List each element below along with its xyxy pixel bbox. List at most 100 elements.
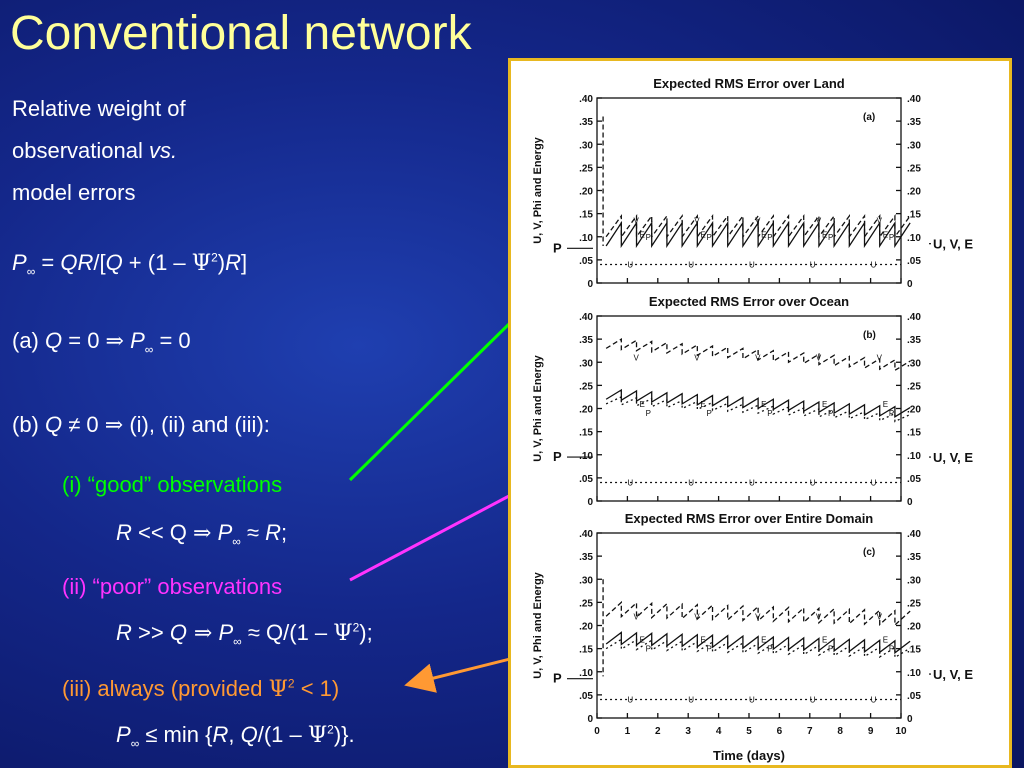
panel-title-1: Expected RMS Error over Ocean: [649, 294, 849, 309]
series-label-1-U-5: U: [749, 479, 755, 488]
series-label-0-V-9: V: [877, 217, 883, 226]
series-label-0-E-5: E: [761, 230, 766, 239]
xtick-9: 9: [868, 726, 874, 737]
ytick-left-1-4: .20: [579, 405, 593, 416]
series-label-1-U-7: U: [810, 479, 816, 488]
ytick-right-2-4: .20: [907, 622, 921, 633]
series-label-0-U-5: U: [749, 261, 755, 270]
series-label-0-E-3: E: [700, 230, 705, 239]
right-label-1: U, V, E: [933, 450, 973, 465]
intro-line-1: Relative weight of: [12, 96, 186, 121]
series-label-0-E-9: E: [883, 230, 888, 239]
ytick-left-1-8: 0: [587, 497, 593, 508]
ytick-right-0-7: .05: [907, 256, 921, 267]
series-label-2-U-9: U: [871, 696, 877, 705]
ytick-left-2-5: .15: [579, 645, 593, 656]
series-label-2-P-3: P: [706, 645, 711, 654]
series-label-0-E-7: E: [822, 230, 827, 239]
ytick-left-2-7: .05: [579, 691, 593, 702]
series-label-2-V-1: V: [633, 612, 639, 621]
series-label-0-U-9: U: [871, 261, 877, 270]
xtick-3: 3: [685, 726, 691, 737]
xtick-2: 2: [655, 726, 661, 737]
case-b: (b) Q ≠ 0 ⇒ (i), (ii) and (iii):: [12, 412, 270, 438]
xtick-6: 6: [777, 726, 783, 737]
ytick-right-2-5: .15: [907, 645, 921, 656]
ytick-left-2-2: .30: [579, 575, 593, 586]
ytick-left-2-8: 0: [587, 714, 593, 725]
series-label-2-U-7: U: [810, 696, 816, 705]
series-label-2-E-1: E: [640, 635, 645, 644]
ytick-right-1-3: .25: [907, 381, 921, 392]
case-i-formula: R << Q ⇒ P∞ ≈ R;: [116, 520, 288, 549]
ytick-left-2-6: .10: [579, 668, 593, 679]
series-label-0-P-1: P: [646, 233, 651, 242]
ytick-left-1-3: .25: [579, 381, 593, 392]
series-e-1: [605, 388, 911, 418]
ytick-right-1-4: .20: [907, 405, 921, 416]
ylabel-1: U, V, Phi and Energy: [532, 354, 544, 461]
panel-title-0: Expected RMS Error over Land: [653, 76, 844, 91]
ytick-right-0-5: .15: [907, 210, 921, 221]
case-i-label: (i) “good” observations: [62, 472, 283, 497]
xtick-8: 8: [837, 726, 843, 737]
ytick-right-0-4: .20: [907, 187, 921, 198]
series-label-2-E-5: E: [761, 635, 766, 644]
xtick-4: 4: [716, 726, 722, 737]
case-iii-label: (iii) always (provided Ψ2 < 1): [62, 676, 340, 702]
series-label-0-V-3: V: [694, 217, 700, 226]
case-ii-label: (ii) “poor” observations: [62, 574, 283, 599]
ytick-left-1-6: .10: [579, 451, 593, 462]
series-label-1-P-5: P: [767, 409, 772, 418]
series-p-1: [605, 395, 911, 423]
series-label-2-V-5: V: [755, 612, 761, 621]
series-label-1-U-9: U: [871, 479, 877, 488]
ytick-right-1-8: 0: [907, 497, 913, 508]
xtick-1: 1: [625, 726, 631, 737]
xlabel: Time (days): [713, 748, 785, 763]
series-label-0-V-1: V: [633, 217, 639, 226]
series-label-2-P-5: P: [767, 645, 772, 654]
ytick-right-2-7: .05: [907, 691, 921, 702]
series-label-0-V-5: V: [755, 217, 761, 226]
ytick-left-0-7: .05: [579, 256, 593, 267]
series-label-1-P-7: P: [828, 409, 833, 418]
series-label-1-U-1: U: [627, 479, 633, 488]
ytick-left-0-2: .30: [579, 140, 593, 151]
series-v-1: [605, 337, 911, 372]
ytick-left-0-3: .25: [579, 163, 593, 174]
ytick-right-1-2: .30: [907, 358, 921, 369]
intro-line-2: observational vs.: [12, 138, 178, 163]
series-label-1-V-5: V: [755, 354, 761, 363]
ytick-left-0-4: .20: [579, 187, 593, 198]
left-marker-0: P: [553, 240, 562, 255]
ytick-right-0-8: 0: [907, 279, 913, 290]
ytick-right-1-6: .10: [907, 451, 921, 462]
ytick-right-2-2: .30: [907, 575, 921, 586]
series-label-0-P-3: P: [706, 233, 711, 242]
ylabel-0: U, V, Phi and Energy: [532, 136, 544, 243]
series-label-2-E-7: E: [822, 635, 827, 644]
ytick-right-2-3: .25: [907, 598, 921, 609]
series-label-0-P-7: P: [828, 233, 833, 242]
left-marker-1: P: [553, 449, 562, 464]
series-e-0: [605, 220, 911, 249]
series-label-2-P-1: P: [646, 645, 651, 654]
ytick-right-1-0: .40: [907, 312, 921, 323]
xtick-0: 0: [594, 726, 600, 737]
ytick-left-1-2: .30: [579, 358, 593, 369]
series-v-2: [605, 600, 911, 627]
series-e-2: [605, 631, 911, 655]
ytick-right-2-0: .40: [907, 529, 921, 540]
series-label-1-P-1: P: [646, 409, 651, 418]
ytick-left-2-3: .25: [579, 598, 593, 609]
ytick-left-2-4: .20: [579, 622, 593, 633]
ytick-left-0-1: .35: [579, 117, 593, 128]
panel-tag-1: (b): [863, 330, 876, 341]
series-label-1-V-3: V: [694, 354, 700, 363]
rms-error-charts: Expected RMS Error over Land (a) .40 .40 .35…: [532, 76, 973, 763]
panel-title-2: Expected RMS Error over Entire Domain: [625, 511, 874, 526]
series-label-1-P-9: P: [889, 409, 894, 418]
right-label-0: U, V, E: [933, 237, 973, 252]
series-label-1-P-3: P: [706, 409, 711, 418]
